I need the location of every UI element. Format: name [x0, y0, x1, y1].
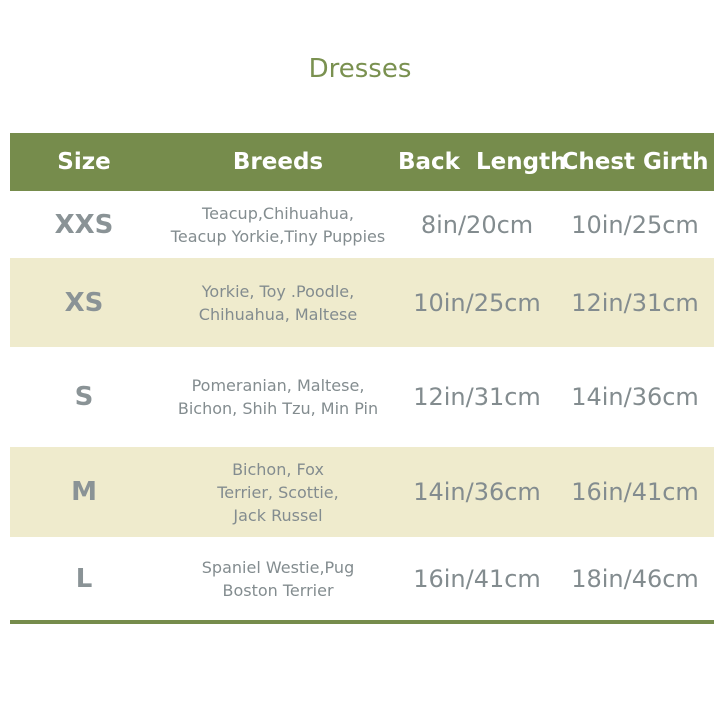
chest-girth-cell: 10in/25cm [571, 210, 699, 239]
table-row: S Pomeranian, Maltese, Bichon, Shih Tzu, M… [10, 347, 714, 447]
chart-title: Dresses [308, 54, 412, 84]
breeds-line: Bichon, Shih Tzu, Min Pin [177, 399, 379, 418]
breeds-line: Jack Russel [233, 505, 323, 525]
chest-girth-cell: 16in/41cm [571, 478, 699, 506]
size-cell: XXS [54, 209, 114, 240]
back-length-cell: 8in/20cm [420, 210, 534, 239]
breeds-cell: Teacup,Chihuahua, Teacup Yorkie,Tiny Pupp… [158, 202, 398, 248]
breeds-line: Boston Terrier [222, 580, 334, 600]
chest-girth-cell: 14in/36cm [571, 383, 699, 411]
breeds-line: Yorkie, Toy .Poodle, [201, 281, 355, 301]
bottom-rule [10, 620, 714, 624]
breeds-cell: Spaniel Westie,Pug Boston Terrier [158, 556, 398, 602]
breeds-cell: Pomeranian, Maltese, Bichon, Shih Tzu, Mi… [158, 374, 398, 420]
size-cell: L [75, 563, 93, 594]
size-cell: M [71, 477, 97, 507]
chest-girth-cell: 18in/46cm [571, 564, 699, 593]
breeds-line: Teacup Yorkie,Tiny Puppies [170, 226, 386, 246]
breeds-line: Spaniel Westie,Pug [201, 557, 355, 577]
back-length-cell: 14in/36cm [413, 478, 541, 506]
size-table: Size Breeds Back Length Chest Girth XXS T… [10, 133, 714, 624]
breeds-line: Teacup,Chihuahua, [202, 203, 354, 223]
table-row: M Bichon, Fox Terrier, Scottie, Jack Russel… [10, 447, 714, 537]
header-size: Size [57, 149, 111, 175]
header-chest-girth: Chest Girth [561, 149, 709, 175]
size-cell: XS [64, 287, 104, 318]
table-header: Size Breeds Back Length Chest Girth [10, 133, 714, 191]
header-breeds: Breeds [232, 149, 324, 175]
back-length-cell: 12in/31cm [413, 383, 541, 411]
breeds-line: Chihuahua, Maltese [198, 304, 358, 324]
breeds-line: Terrier, Scottie, [217, 482, 339, 502]
table-row: L Spaniel Westie,Pug Boston Terrier 16in/41… [10, 537, 714, 620]
size-cell: S [74, 382, 94, 412]
breeds-line: Pomeranian, Maltese, [191, 376, 365, 395]
table-row: XXS Teacup,Chihuahua, Teacup Yorkie,Tiny P… [10, 191, 714, 258]
breeds-cell: Yorkie, Toy .Poodle, Chihuahua, Maltese [158, 280, 398, 326]
table-row: XS Yorkie, Toy .Poodle, Chihuahua, Maltese… [10, 258, 714, 347]
breeds-cell: Bichon, Fox Terrier, Scottie, Jack Russel [158, 458, 398, 527]
chest-girth-cell: 12in/31cm [571, 288, 699, 317]
breeds-line: Bichon, Fox [232, 459, 324, 479]
header-back-length: Back Length [398, 149, 567, 175]
back-length-cell: 16in/41cm [413, 564, 541, 593]
back-length-cell: 10in/25cm [413, 288, 541, 317]
